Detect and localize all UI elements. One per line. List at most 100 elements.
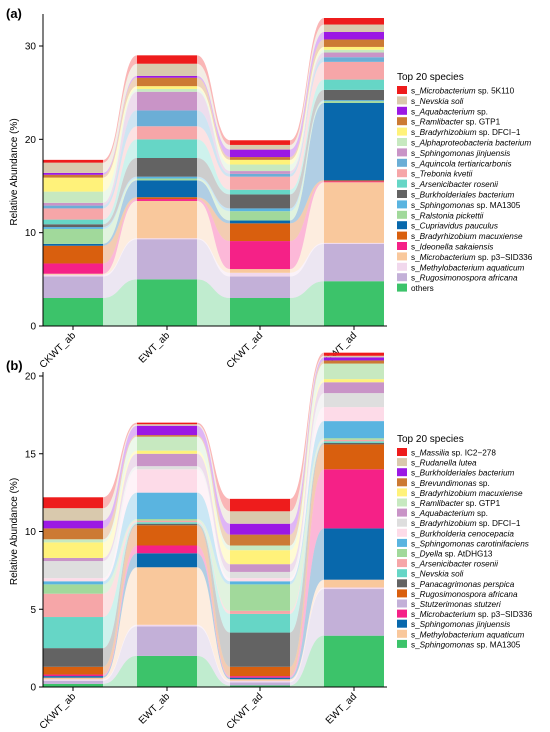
bar-segment — [137, 626, 197, 656]
y-tick-label: 5 — [30, 605, 36, 616]
y-axis-label: Relative Abundance (%) — [9, 478, 20, 585]
flow-band — [103, 199, 137, 274]
bar-segment — [43, 224, 103, 228]
bar-segment — [137, 77, 197, 87]
legend-item: s_Microbacterium sp. p3−SID336 — [411, 253, 533, 262]
legend-item: s_Burkholderiales bacterium — [411, 191, 514, 200]
bar-segment — [324, 421, 384, 439]
legend-swatch — [397, 569, 407, 578]
bar-segment — [137, 178, 197, 181]
legend-item: s_Massilia sp. IC2−278 — [411, 449, 496, 458]
flow-band — [197, 525, 230, 677]
legend-swatch — [397, 106, 407, 115]
y-axis-label: Relative Abundance (%) — [9, 118, 20, 225]
panel-label: (a) — [6, 6, 22, 21]
legend-item: s_Sphingomonas jinjuensis — [411, 149, 510, 158]
bar-segment — [324, 79, 384, 90]
bar-segment — [324, 46, 384, 50]
legend-swatch — [397, 169, 407, 178]
flow-band — [103, 425, 137, 529]
legend-item: s_Arsenicibacter rosenii — [411, 180, 498, 189]
flow-band — [103, 520, 137, 618]
flow-band — [290, 352, 324, 512]
bar-segment — [137, 425, 197, 436]
bar-segment — [230, 578, 290, 582]
flow-band — [103, 91, 137, 206]
bar-segment — [43, 227, 103, 229]
x-tick-label: CKWT_ab — [38, 330, 79, 371]
bar-segment — [230, 685, 290, 687]
bar-segment — [137, 158, 197, 177]
flow-band — [103, 522, 137, 649]
bar-segment — [43, 159, 103, 163]
x-tick-label: EWT_ab — [137, 330, 173, 366]
legend-swatch — [397, 639, 407, 648]
legend-swatch — [397, 498, 407, 507]
flow-band — [103, 139, 137, 225]
flow-band — [197, 75, 230, 158]
bar-segment — [137, 424, 197, 426]
flow-band — [103, 75, 137, 175]
bar-segment — [230, 534, 290, 546]
legend-item: s_Aquabacterium sp. — [411, 509, 488, 518]
flow-band — [197, 425, 230, 535]
legend-swatch — [397, 273, 407, 282]
flow-band — [103, 178, 137, 244]
flow-band — [103, 180, 137, 246]
bar-segment — [43, 298, 103, 326]
bar-segment — [137, 176, 197, 179]
bar-segment — [137, 91, 197, 111]
chart-panel-b: (b) 0 5 10 15 20 Relative Abundance (%) CKWT_ab… — [6, 352, 533, 732]
flow-band — [103, 197, 137, 264]
x-tick-label: CKWT_ad — [225, 691, 265, 731]
bar-segment — [137, 422, 197, 425]
flow-band — [197, 77, 230, 160]
flow-band — [290, 242, 324, 277]
flow-band — [290, 469, 324, 678]
bar-segment — [43, 177, 103, 192]
flow-band — [290, 379, 324, 565]
flow-band — [103, 436, 137, 543]
bar-segment — [137, 466, 197, 470]
flow-band — [197, 239, 230, 298]
flow-band — [103, 466, 137, 579]
flow-band — [290, 579, 324, 681]
flow-band — [197, 197, 230, 242]
bar-segment — [137, 519, 197, 521]
legend-swatch — [397, 86, 407, 94]
bar-segment — [137, 435, 197, 437]
x-tick-label: EWT_ab — [137, 691, 173, 727]
legend-swatch — [397, 231, 407, 240]
bar-segment — [230, 241, 290, 270]
flow-band — [103, 525, 137, 675]
bar-segment — [137, 126, 197, 140]
bar-segment — [43, 578, 103, 582]
bar-segment — [43, 205, 103, 209]
bar-segment — [324, 589, 384, 636]
x-tick-label: CKWT_ad — [225, 330, 265, 370]
flow-band — [290, 442, 324, 667]
bar-segment — [43, 520, 103, 529]
flow-band — [290, 46, 324, 165]
bar-segment — [324, 393, 384, 408]
bar-segment — [230, 584, 290, 611]
flow-band — [103, 626, 137, 684]
legend-swatch — [397, 528, 407, 537]
bar-segment — [137, 279, 197, 326]
legend-item: s_Ramlibacter sp. GTP1 — [411, 118, 501, 127]
flow-band — [197, 55, 230, 145]
bar-segment — [230, 220, 290, 224]
flow-band — [290, 281, 324, 326]
flow-band — [197, 655, 230, 687]
flow-band — [197, 626, 230, 686]
x-tick-label: EWT_ad — [324, 691, 359, 726]
bar-segment — [230, 682, 290, 686]
flow-band — [197, 238, 230, 277]
bar-segment — [230, 545, 290, 551]
flow-band — [103, 450, 137, 558]
bar-segment — [137, 567, 197, 625]
bar-segment — [43, 243, 103, 246]
bar-segment — [230, 610, 290, 614]
flow-band — [290, 182, 324, 273]
